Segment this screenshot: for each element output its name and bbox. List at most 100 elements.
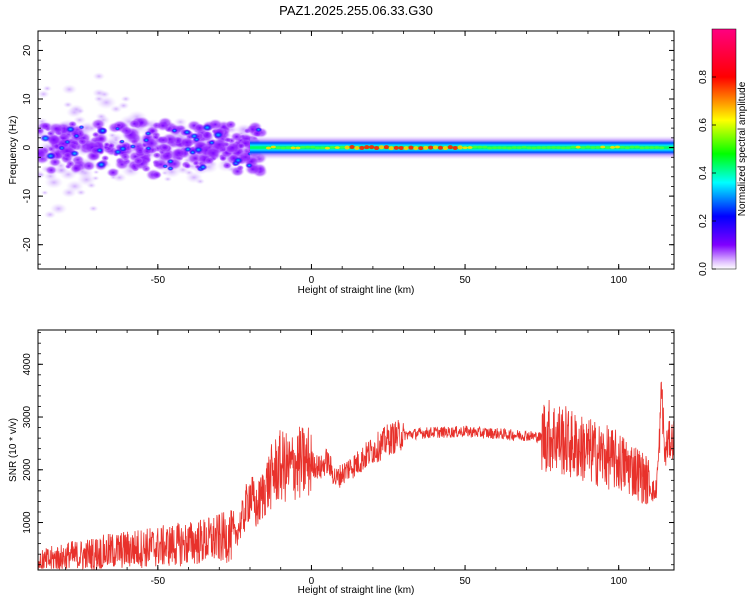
heatmap-y-tick-label: -10	[22, 188, 33, 203]
heatmap-cell-strong	[144, 130, 152, 137]
band-peak	[314, 146, 321, 150]
band-peak	[334, 146, 340, 150]
heatmap-cell-strong	[193, 146, 204, 154]
band-peak	[575, 145, 581, 149]
band-peak	[654, 146, 660, 149]
colorbar-gradient	[711, 28, 737, 270]
heatmap-cell-strong	[166, 158, 175, 165]
colorbar-tick-label: 0.2	[698, 214, 709, 228]
band-peak	[275, 146, 281, 150]
band-peak	[477, 145, 483, 149]
band-peak	[585, 145, 591, 149]
heatmap-cell-strong	[78, 124, 85, 130]
band-peak	[526, 146, 532, 150]
snr-x-tick-label: 0	[309, 576, 315, 587]
band-peak	[462, 146, 468, 150]
heatmap-cell	[172, 147, 186, 158]
band-peak	[467, 146, 473, 149]
band-peak	[305, 145, 311, 149]
heatmap-cell	[120, 125, 133, 136]
heatmap-cell-strong	[72, 133, 81, 139]
heatmap-cell	[155, 120, 171, 132]
heatmap-cell-faint	[68, 104, 85, 115]
snr-x-ticks: -50 0 50 100	[65, 330, 650, 587]
band-peak	[555, 146, 562, 150]
heatmap-cell	[230, 165, 245, 177]
heatmap-cell-strong	[145, 146, 152, 151]
heatmap-cell-strong	[129, 144, 137, 149]
band-peak	[570, 145, 576, 149]
band-peak	[634, 145, 640, 149]
heatmap-cell	[160, 150, 174, 161]
heatmap-cell-faint	[61, 187, 77, 198]
band-peak	[619, 145, 625, 149]
heatmap-cell	[47, 122, 65, 135]
heatmap-cell	[210, 138, 228, 152]
band-peak	[501, 146, 507, 150]
band-peak	[560, 146, 566, 150]
heatmap-cell	[179, 136, 195, 148]
heatmap-cell-faint	[93, 95, 105, 103]
colorbar-label: Normalized spectral amplitude	[737, 81, 748, 216]
scatter-region	[38, 72, 269, 219]
heatmap-cell-faint	[107, 132, 117, 139]
band-peak	[354, 146, 360, 151]
band-peak	[339, 145, 345, 149]
heatmap-cell-strong	[233, 156, 244, 165]
heatmap-cell-strong	[95, 147, 104, 154]
heatmap-cell-strong	[69, 149, 80, 157]
heatmap-cell	[157, 135, 170, 145]
heatmap-cell-strong	[208, 140, 216, 146]
band-peak	[344, 145, 350, 150]
snr-y-axis-label: SNR (10 * v/v)	[8, 418, 19, 482]
band-peak	[590, 146, 596, 149]
band-peak	[265, 146, 272, 150]
heatmap-y-tick-label: -20	[22, 237, 33, 252]
band-peak	[546, 146, 552, 149]
snr-x-tick-label: 50	[460, 576, 472, 587]
heatmap-cell-strong	[254, 126, 263, 133]
snr-y-tick-label: 1000	[22, 511, 33, 534]
heatmap-cell-strong	[212, 130, 224, 139]
band-peak	[644, 146, 650, 150]
band-peak	[310, 145, 316, 149]
band-peak	[659, 146, 665, 150]
heatmap-frame	[37, 30, 675, 270]
heatmap-cell-strong	[170, 128, 179, 134]
heatmap-cell	[91, 131, 100, 138]
heatmap-cell-strong	[166, 165, 175, 172]
snr-y-tick-label: 3000	[22, 405, 33, 428]
heatmap-cell-strong	[40, 134, 51, 143]
snr-frame	[37, 329, 675, 571]
snr-series-line	[38, 381, 674, 570]
heatmap-x-tick-label: 0	[309, 275, 315, 286]
band-peak	[491, 146, 498, 150]
band-peak	[388, 146, 394, 151]
heatmap-cell-strong	[95, 160, 107, 169]
heatmap-cell	[65, 160, 76, 168]
colorbar-tick-label: 0.4	[698, 166, 709, 180]
band-peak	[649, 146, 655, 149]
band-peak	[285, 146, 291, 150]
heatmap-cell-strong	[119, 139, 125, 144]
band-peak	[383, 145, 390, 150]
heatmap-cell-faint	[43, 210, 57, 219]
colorbar-tick-label: 0.0	[698, 262, 709, 276]
heatmap-cell	[193, 123, 206, 133]
band-peak	[614, 145, 621, 149]
band-peak	[609, 145, 616, 149]
band-peak	[373, 146, 380, 151]
heatmap-cell-faint	[92, 169, 100, 175]
heatmap-x-ticks: -50 0 50 100	[65, 31, 650, 286]
heatmap-cell	[82, 160, 96, 172]
heatmap-cell	[101, 154, 110, 162]
band-peak	[482, 145, 488, 149]
heatmap-cell-faint	[92, 72, 106, 81]
band-peak	[536, 146, 542, 150]
band-peak	[447, 145, 453, 150]
heatmap-cell-strong	[63, 139, 71, 145]
colorbar-ticks: 0.0 0.2 0.4 0.6 0.8	[698, 70, 716, 276]
heatmap-cell-strong	[245, 162, 254, 169]
heatmap-cell-strong	[98, 127, 108, 134]
band-peak	[472, 145, 478, 149]
